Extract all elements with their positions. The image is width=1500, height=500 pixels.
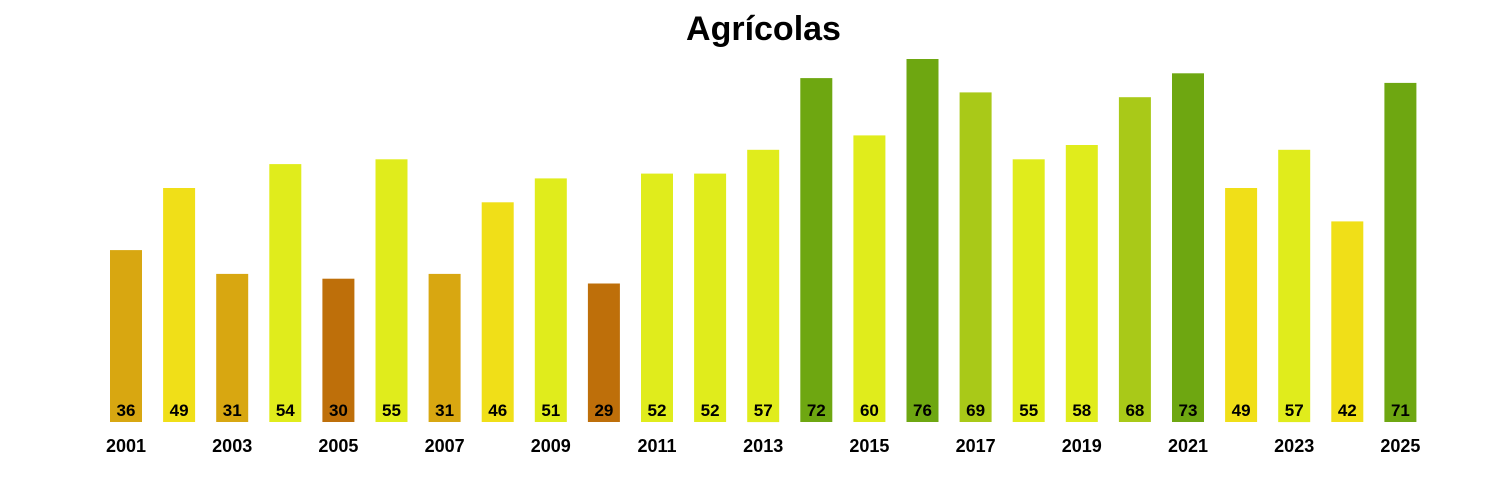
bar-2011 [641, 173, 673, 422]
bar-2010 [587, 283, 620, 422]
x-tick-label-2017: 2017 [956, 436, 996, 456]
x-tick-label-2011: 2011 [637, 436, 676, 456]
bars-group [110, 59, 1417, 423]
x-tick-label-2015: 2015 [849, 436, 889, 456]
x-tick-label-2021: 2021 [1168, 436, 1208, 456]
value-label-2023: 57 [1285, 401, 1304, 420]
bar-2003 [216, 273, 249, 422]
value-label-2012: 52 [701, 401, 720, 420]
x-tick-label-2009: 2009 [531, 436, 571, 456]
bar-2017 [959, 92, 992, 423]
bar-2021 [1172, 73, 1204, 423]
x-tick-label-2007: 2007 [425, 436, 465, 456]
bar-2014 [800, 78, 833, 422]
bar-2002 [163, 188, 196, 422]
value-label-2018: 55 [1019, 401, 1038, 420]
x-tick-label-2003: 2003 [212, 436, 252, 456]
x-tick-label-2001: 2001 [106, 436, 146, 456]
bar-2023 [1278, 149, 1311, 423]
value-label-2005: 30 [329, 401, 348, 420]
value-label-2016: 76 [913, 401, 932, 420]
bar-2019 [1065, 145, 1098, 422]
bar-2005 [322, 278, 355, 422]
value-label-2007: 31 [435, 401, 454, 420]
value-label-2024: 42 [1338, 401, 1357, 420]
bar-2018 [1012, 159, 1045, 423]
value-label-2004: 54 [276, 401, 295, 420]
value-label-2021: 73 [1179, 401, 1198, 420]
value-label-2017: 69 [966, 401, 985, 420]
value-label-2006: 55 [382, 401, 401, 420]
value-label-2010: 29 [594, 401, 613, 420]
x-tick-label-2005: 2005 [318, 436, 358, 456]
bar-2007 [428, 273, 461, 422]
bar-2016 [906, 59, 939, 422]
value-label-2009: 51 [541, 401, 560, 420]
bar-2008 [481, 202, 514, 422]
bar-2012 [694, 173, 727, 422]
value-label-2014: 72 [807, 401, 826, 420]
x-tick-label-2025: 2025 [1380, 436, 1420, 456]
value-label-2002: 49 [170, 401, 189, 420]
bar-2006 [375, 159, 408, 423]
value-label-2008: 46 [488, 401, 507, 420]
bar-2004 [269, 164, 302, 422]
value-label-2013: 57 [754, 401, 773, 420]
x-tick-label-2019: 2019 [1062, 436, 1102, 456]
x-axis-ticks: 2001 2003 2005 2007 2009 2011 2013 2015 2017 2019… [106, 436, 1420, 456]
value-label-2022: 49 [1232, 401, 1251, 420]
bar-2025 [1384, 82, 1417, 423]
bar-2015 [853, 135, 886, 422]
x-tick-label-2023: 2023 [1274, 436, 1314, 456]
value-label-2015: 60 [860, 401, 879, 420]
x-tick-label-2013: 2013 [743, 436, 783, 456]
value-label-2011: 52 [648, 401, 667, 420]
value-label-2019: 58 [1072, 401, 1091, 420]
bar-2009 [534, 178, 567, 422]
bar-2001 [110, 250, 142, 422]
value-labels-group: 36 49 31 54 30 55 31 46 51 29 52 52 57 72 60 76 69 55 58 68… [117, 401, 1410, 420]
value-label-2003: 31 [223, 401, 242, 420]
bar-2024 [1331, 221, 1364, 422]
chart-title: Agrícolas [686, 10, 841, 48]
bar-2022 [1225, 188, 1258, 422]
bar-2013 [747, 149, 780, 423]
bar-2020 [1118, 97, 1151, 422]
value-label-2020: 68 [1125, 401, 1144, 420]
value-label-2025: 71 [1391, 401, 1410, 420]
value-label-2001: 36 [117, 401, 136, 420]
